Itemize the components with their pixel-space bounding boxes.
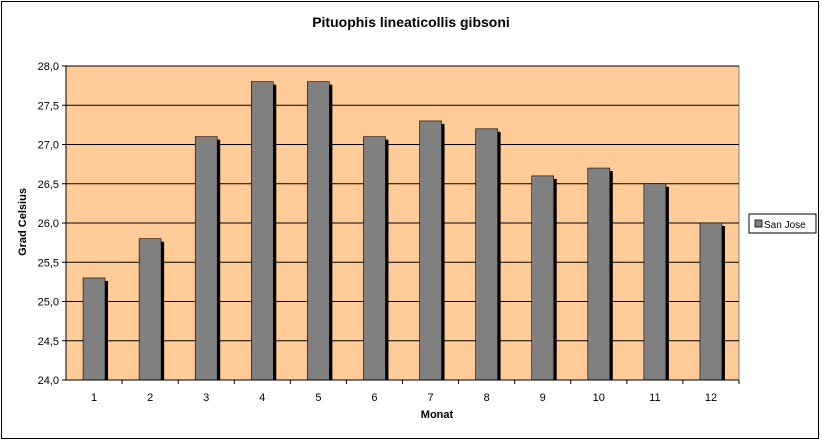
y-axis-ticks: 24,0 24,5 25,0 25,5 26,0 26,5 27,0 27,5 28,0 [38,61,66,387]
bars [82,81,725,381]
legend-swatch-san-jose [754,219,763,228]
x-tick-label: 1 [91,392,97,404]
x-axis-title: Monat [421,409,454,421]
y-tick-label: 26,0 [38,218,59,230]
bar-month-2 [138,238,162,381]
y-tick-label: 24,0 [38,375,59,387]
x-tick-label: 3 [203,392,209,404]
bar-month-1 [82,277,106,381]
x-tick-label: 2 [147,392,153,404]
x-axis-ticks: 1 2 3 4 5 6 7 8 9 10 11 12 [91,380,740,404]
x-tick-label: 11 [649,392,660,404]
x-tick-label: 7 [427,392,433,404]
x-tick-label: 10 [593,392,605,404]
y-tick-label: 26,5 [38,179,59,191]
y-tick-label: 28,0 [38,61,59,73]
gridlines [66,65,739,342]
y-tick-label: 25,0 [38,297,59,309]
bar-month-8 [475,128,498,381]
y-tick-label: 27,5 [38,100,59,112]
bar-month-6 [363,136,386,381]
y-axis-title: Grad Celsius [17,188,29,256]
y-tick-label: 27,0 [38,140,59,152]
bar-month-3 [194,136,218,381]
chart-title: Pituophis lineaticollis gibsoni [312,14,510,30]
x-tick-label: 8 [484,392,490,404]
bar-month-4 [250,81,274,381]
legend: San Jose [748,213,817,234]
x-tick-label: 12 [705,392,717,404]
bar-month-7 [419,120,442,381]
x-tick-label: 5 [315,392,321,404]
bar-month-11 [643,183,667,381]
legend-label-san-jose: San Jose [764,220,806,231]
bar-month-5 [307,81,330,381]
bar-month-9 [531,175,555,381]
y-tick-label: 24,5 [38,336,59,348]
y-tick-label: 25,5 [38,257,59,269]
x-tick-label: 4 [259,392,265,404]
x-tick-label: 6 [371,392,377,404]
bar-month-10 [587,167,611,381]
x-tick-label: 9 [540,392,546,404]
bar-month-12 [699,222,723,381]
legend-box [748,213,817,234]
